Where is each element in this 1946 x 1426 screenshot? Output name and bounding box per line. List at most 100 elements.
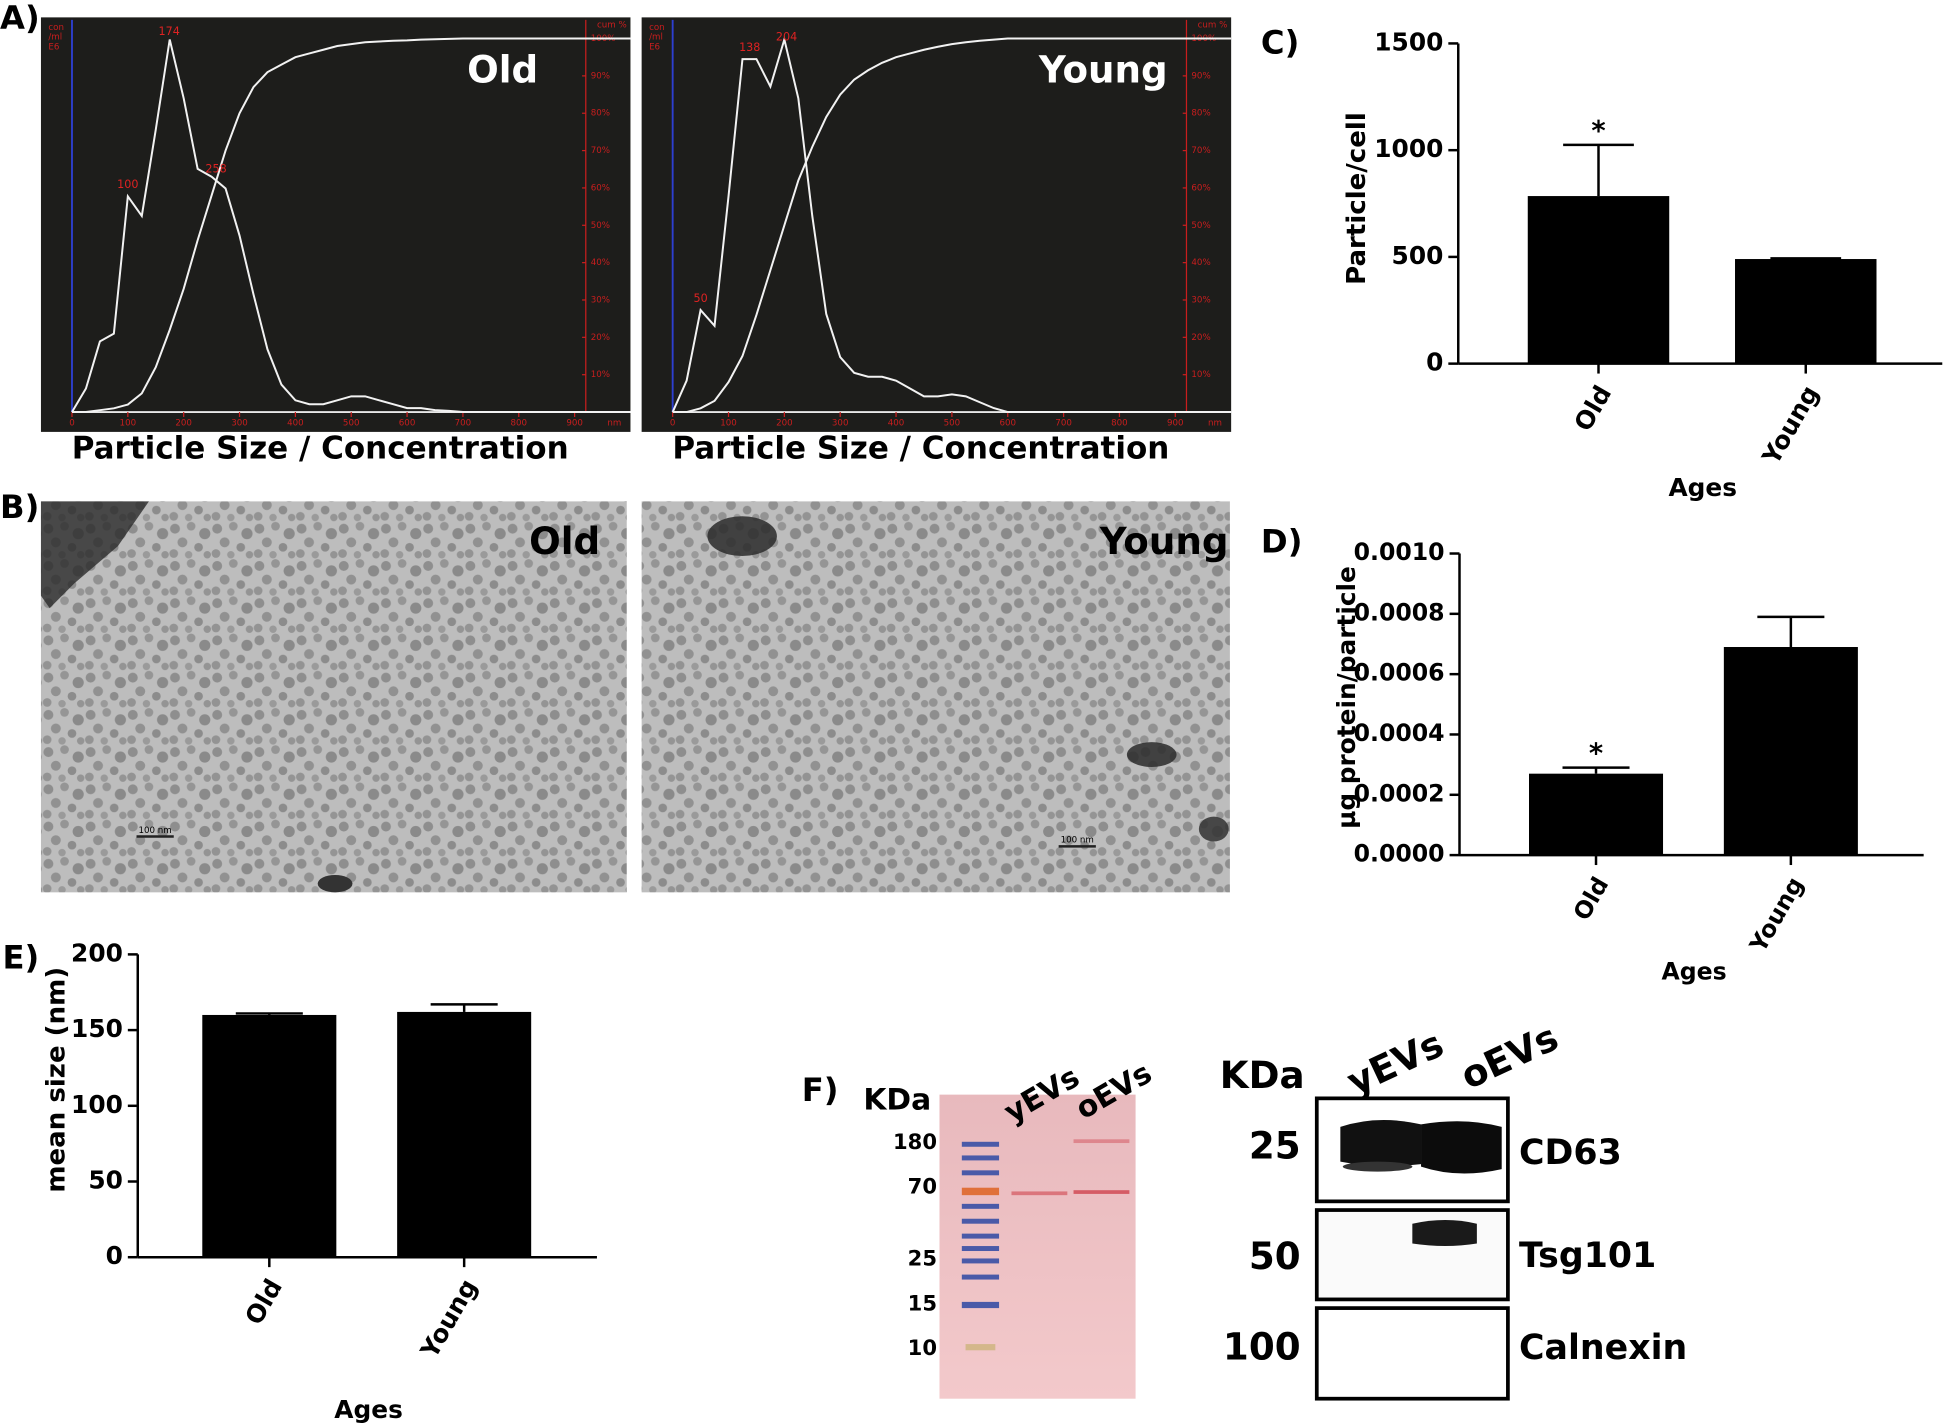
ladder-band	[961, 1170, 1000, 1176]
y2-tick-label: 90%	[1191, 71, 1210, 81]
y-tick-label: 0	[1426, 348, 1443, 377]
x-tick-label: 200	[175, 419, 192, 429]
plot-background	[40, 17, 631, 432]
tem-artifact	[40, 501, 149, 609]
gel-marker: 15	[908, 1290, 937, 1315]
blot-kda: 50	[1249, 1234, 1301, 1278]
y-tick-label: 0.0000	[1354, 840, 1445, 868]
tem-image	[641, 501, 1230, 893]
y2-tick-label: 60%	[1191, 183, 1210, 193]
blot-protein: Calnexin	[1519, 1328, 1687, 1368]
y2-tick-label: 80%	[591, 109, 610, 119]
x-tick-label: Young	[1744, 872, 1810, 958]
scale-bar-label: 100 nm	[1061, 836, 1094, 846]
y2-tick-label: 40%	[591, 258, 610, 268]
y-tick-label: 0.0008	[1354, 598, 1445, 626]
x-axis-label: Ages	[1668, 473, 1737, 502]
tem-artifact	[1198, 816, 1229, 842]
bar	[1527, 196, 1670, 364]
gel-unit: KDa	[863, 1082, 931, 1117]
blot-protein: Tsg101	[1519, 1236, 1656, 1276]
tem-label: Young	[1099, 519, 1229, 563]
blot-band	[1340, 1120, 1422, 1167]
y2-tick-label: 90%	[591, 71, 610, 81]
x-tick-label: 500	[343, 419, 360, 429]
ladder-band	[961, 1246, 1000, 1252]
panel-label: D)	[1261, 523, 1303, 561]
y-tick-label: 100	[71, 1090, 123, 1119]
lane-label: oEVs	[1454, 1015, 1565, 1098]
bar	[397, 1011, 532, 1258]
panel-title: Old	[467, 47, 538, 91]
ladder-band	[961, 1218, 1000, 1224]
x-tick-label: 400	[287, 419, 304, 429]
ladder-band	[961, 1187, 1000, 1196]
x-tick-label: 300	[231, 419, 248, 429]
y-axis-label: /ml	[48, 33, 62, 43]
panel-title: Young	[1038, 47, 1168, 91]
nta-line	[671, 35, 1232, 414]
peak-label: 138	[739, 41, 760, 54]
x-axis-label: Ages	[1661, 958, 1726, 986]
peak-label: 174	[159, 25, 180, 38]
x-tick-label: 300	[832, 419, 849, 429]
y-tick-label: 0	[106, 1241, 123, 1270]
gel-marker: 10	[908, 1335, 937, 1360]
y2-axis-label: cum %	[1198, 20, 1228, 30]
bar	[1735, 259, 1877, 364]
y-axis-label: µg protein/particle	[1332, 566, 1361, 829]
x-tick-label: Old	[1568, 380, 1617, 436]
blot-band	[1342, 1161, 1413, 1172]
y-axis-label: mean size (nm)	[42, 967, 72, 1193]
scale-bar-label: 100 nm	[139, 826, 172, 836]
x-tick-label: Old	[239, 1274, 288, 1330]
y2-tick-label: 10%	[591, 370, 610, 380]
panel-label: C)	[1261, 24, 1299, 62]
y2-tick-label: 80%	[1191, 109, 1210, 119]
gel-band	[1073, 1139, 1130, 1144]
x-tick-label: 900	[1167, 419, 1184, 429]
x-tick-label: 600	[399, 419, 416, 429]
y-axis-label: Particle/cell	[1342, 112, 1372, 285]
y2-tick-label: 70%	[1191, 146, 1210, 156]
blot-band	[1421, 1121, 1502, 1174]
nta-line	[71, 39, 631, 414]
blot-kda: 100	[1223, 1325, 1301, 1369]
gel-band	[1011, 1191, 1068, 1196]
x-tick-label: 900	[566, 419, 583, 429]
blot-unit: KDa	[1220, 1053, 1305, 1097]
blot-box	[1314, 1208, 1510, 1302]
y2-axis-label: cum %	[597, 20, 627, 30]
y2-tick-label: 30%	[1191, 295, 1210, 305]
y2-tick-label: 50%	[591, 221, 610, 231]
y2-tick-label: 30%	[591, 295, 610, 305]
x-unit: nm	[1208, 419, 1222, 429]
y-tick-label: 0.0004	[1354, 719, 1445, 747]
y-axis-label: con	[48, 23, 64, 33]
x-tick-label: 800	[1111, 419, 1128, 429]
x-tick-label: 700	[1055, 419, 1072, 429]
y-tick-label: 200	[71, 938, 123, 967]
x-tick-label: 100	[120, 419, 137, 429]
significance: *	[1589, 739, 1603, 770]
panel-label: E)	[2, 938, 39, 976]
tem-young: Young 100 nm	[641, 501, 1230, 893]
x-tick-label: 700	[455, 419, 472, 429]
ladder-band	[961, 1258, 1000, 1264]
peak-label: 100	[117, 178, 138, 191]
x-tick-label: Young	[1756, 380, 1825, 470]
x-tick-label: 500	[944, 419, 961, 429]
y2-tick-label: 60%	[591, 183, 610, 193]
blot-protein: CD63	[1519, 1133, 1622, 1173]
gel-band	[1073, 1190, 1130, 1194]
y-tick-label: 0.0002	[1354, 779, 1445, 807]
tem-artifact	[317, 874, 353, 893]
x-unit: nm	[607, 419, 621, 429]
y-tick-label: 1000	[1374, 134, 1443, 163]
y2-tick-label: 10%	[1191, 370, 1210, 380]
bar	[202, 1014, 337, 1258]
y2-tick-label: 50%	[1191, 221, 1210, 231]
bar	[1529, 773, 1664, 856]
y-tick-label: 500	[1392, 241, 1444, 270]
